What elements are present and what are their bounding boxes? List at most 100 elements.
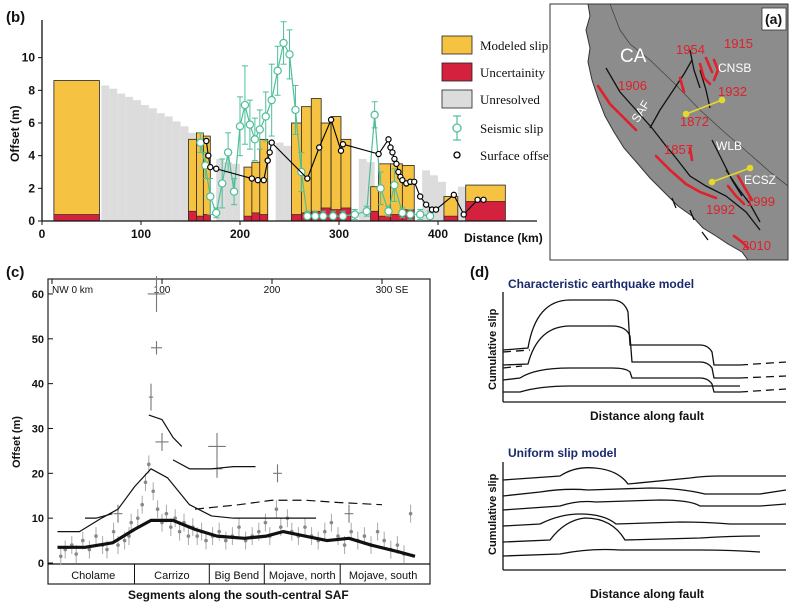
modeled-slip-bar-11: [330, 116, 342, 222]
seismic-point-29: [390, 180, 399, 190]
seismic-point-17: [291, 105, 300, 115]
c-ytick-label-0: 0: [38, 558, 44, 570]
surface-offset-point-0: [203, 137, 210, 145]
seismic-point-3: [212, 208, 221, 218]
uncertainty-bar-0: [53, 214, 100, 222]
d1-dash-3: [739, 388, 787, 393]
c-point-16: [143, 480, 148, 485]
panel-d: (d) Characteristic earthquake model Cumu…: [470, 264, 787, 601]
d2-curve-2: [502, 487, 787, 497]
c-curve-5: [148, 414, 183, 447]
uncertainty-bar-2: [196, 215, 204, 222]
seismic-point-6: [229, 187, 239, 196]
d1-curve-3: [502, 367, 740, 393]
c-point-33: [224, 538, 228, 543]
seismic-point-27: [376, 184, 385, 193]
b-ytick-label-0: 0: [28, 214, 35, 228]
fault-label-wlb: WLB: [716, 139, 742, 153]
uncertainty-bar-7: [291, 214, 302, 222]
c-top-label-2: 200: [264, 285, 281, 296]
c-point-38: [257, 529, 261, 534]
seismic-point-25: [362, 206, 371, 216]
c-point-13: [129, 520, 133, 525]
panel-b: (b) 0 100 200 300 400 0 2 4 6 8 10 Distance (km) O…: [6, 9, 553, 245]
legend-unresolved-label: Unresolved: [480, 92, 540, 107]
c-point-46: [303, 525, 307, 529]
legend-uncertainty-swatch: [441, 62, 473, 82]
c-segment-label-0: Cholame: [71, 570, 115, 582]
unresolved-bar-9: [172, 121, 181, 221]
modeled-slip-bar-10: [320, 122, 332, 222]
year-2010: 2010: [742, 238, 771, 253]
modeled-slip-bar-9: [310, 98, 322, 222]
surface-offset-point-28: [422, 201, 430, 208]
modeled-slip-bar-1: [188, 138, 197, 222]
surface-offset-point-15: [375, 150, 382, 158]
seismic-point-21: [318, 211, 328, 221]
panel-b-ylabel: Offset (m): [8, 105, 22, 162]
surface-offset-point-9: [268, 139, 275, 146]
unresolved-bar-7: [156, 113, 165, 221]
c-curve-2: [194, 499, 383, 510]
d2-xlabel: Distance along fault: [590, 587, 704, 601]
surface-offset-point-31: [450, 191, 458, 199]
c-point-14: [136, 516, 140, 520]
surface-offset-point-3: [213, 165, 220, 172]
c-curve-0: [57, 518, 416, 558]
surface-offset-point-18: [389, 149, 396, 156]
seismic-point-19: [303, 211, 312, 221]
b-xtick-label-2: 200: [230, 227, 250, 241]
unresolved-bar-0: [101, 85, 110, 221]
legend-seismic-symbol: [452, 115, 462, 141]
unresolved-bar-16: [283, 145, 292, 221]
seismic-point-14: [273, 66, 282, 75]
b-xtick-label-1: 100: [131, 227, 151, 241]
legend-modeled-label: Modeled slip: [480, 38, 548, 53]
c-point-6: [94, 534, 98, 538]
uncertainty-bar-14: [378, 215, 391, 222]
surface-offset-point-33: [474, 196, 481, 203]
c-point-60: [395, 543, 400, 547]
d1-dash-1: [739, 361, 787, 366]
unresolved-bar-21: [438, 181, 446, 221]
seismic-point-31: [406, 210, 415, 219]
panel-c-ylabel: Offset (m): [11, 416, 23, 468]
surface-offset-point-32: [460, 211, 467, 218]
c-point-32: [217, 529, 221, 534]
d2-curves: [502, 467, 787, 557]
surface-offset-point-26: [411, 178, 418, 185]
unresolved-bar-5: [141, 105, 149, 221]
b-xtick-label-3: 300: [329, 227, 349, 241]
d1-xlabel: Distance along fault: [590, 409, 704, 423]
year-1915: 1915: [724, 36, 753, 51]
seismic-point-26: [370, 110, 379, 120]
unresolved-bar-1: [109, 88, 118, 221]
c-curve-3: [85, 513, 113, 519]
panel-c-label: (c): [6, 264, 24, 281]
c-point-39: [263, 520, 268, 525]
legend-modeled-swatch: [441, 35, 473, 55]
c-point-49: [323, 529, 327, 534]
unresolved-bar-4: [133, 100, 141, 221]
d2-curve-4: [502, 513, 786, 527]
c-point-12: [127, 534, 131, 538]
d1-ylabel: Cumulative slip: [487, 308, 499, 390]
unresolved-bar-17: [358, 158, 367, 221]
c-segment-label-2: Big Bend: [214, 570, 259, 582]
surface-offset-point-7: [264, 157, 271, 164]
c-point-23: [173, 516, 177, 520]
year-1857: 1857: [664, 142, 693, 157]
unresolved-bar-13: [224, 162, 233, 221]
panel-a-map: (a) CA SAF CNSB WLB ECSZ 1954 1915 1906 …: [549, 3, 789, 261]
seismic-point-30: [398, 208, 407, 218]
d1-dash-4: [502, 349, 531, 353]
seismic-point-9: [245, 120, 255, 129]
modeled-slip-bar-5: [251, 161, 261, 222]
surface-offset-point-1: [205, 152, 212, 159]
panel-b-legend: Modeled slip Uncertainity Unresolved Sei…: [441, 35, 553, 163]
c-top-label-3: 300 SE: [376, 285, 409, 296]
seismic-point-8: [240, 100, 250, 110]
unresolved-bar-3: [125, 96, 134, 221]
year-1872: 1872: [680, 114, 709, 129]
seismic-point-12: [261, 112, 270, 121]
